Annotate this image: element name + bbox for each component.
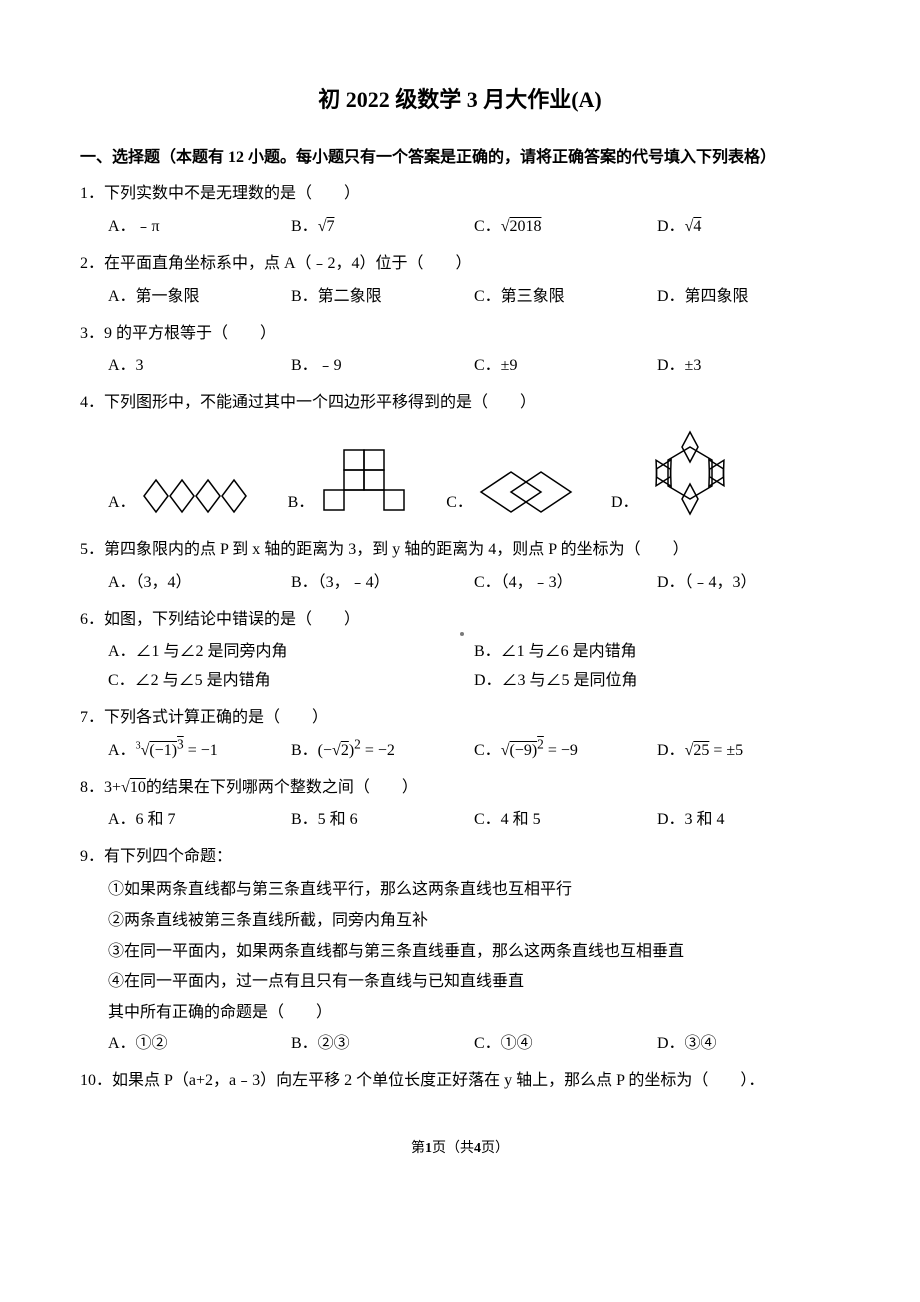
q3-opt-c: C．±9 xyxy=(474,352,657,381)
q6-options: A．∠1 与∠2 是同旁内角 B．∠1 与∠6 是内错角 C．∠2 与∠5 是内… xyxy=(80,638,840,696)
q5-opt-a: A．（3，4） xyxy=(108,569,291,598)
q4-stem: 4．下列图形中，不能通过其中一个四边形平移得到的是（ ） xyxy=(80,389,840,418)
q3-options: A．3 B．﹣9 C．±9 D．±3 xyxy=(80,352,840,381)
q5-opt-b: B．（3，﹣4） xyxy=(291,569,474,598)
q1-opt-c: C．√2018 xyxy=(474,213,657,242)
page-title: 初 2022 级数学 3 月大作业(A) xyxy=(80,80,840,120)
q9-stem: 9．有下列四个命题： xyxy=(80,843,840,872)
q8-opt-a: A．6 和 7 xyxy=(108,806,291,835)
q8-options: A．6 和 7 B．5 和 6 C．4 和 5 D．3 和 4 xyxy=(80,806,840,835)
q5-opt-d: D．（﹣4，3） xyxy=(657,569,840,598)
q9-opt-d: D．③④ xyxy=(657,1030,840,1059)
q5-stem: 5．第四象限内的点 P 到 x 轴的距离为 3，到 y 轴的距离为 4，则点 P… xyxy=(80,536,840,565)
q7-stem: 7．下列各式计算正确的是（ ） xyxy=(80,704,840,733)
q5-opt-c: C．（4，﹣3） xyxy=(474,569,657,598)
q3-opt-d: D．±3 xyxy=(657,352,840,381)
two-rhombus-icon xyxy=(479,466,575,518)
q8-stem: 8．3+√10的结果在下列哪两个整数之间（ ） xyxy=(80,774,840,803)
dot-marker-icon xyxy=(460,632,464,636)
q3-stem: 3．9 的平方根等于（ ） xyxy=(80,320,840,349)
q2-options: A．第一象限 B．第二象限 C．第三象限 D．第四象限 xyxy=(80,283,840,312)
q6-opt-a: A．∠1 与∠2 是同旁内角 xyxy=(108,638,474,667)
q9-line-3: ③在同一平面内，如果两条直线都与第三条直线垂直，那么这两条直线也互相垂直 xyxy=(80,938,840,967)
rhombus-row-icon xyxy=(142,474,252,518)
q9-line-1: ①如果两条直线都与第三条直线平行，那么这两条直线也互相平行 xyxy=(80,876,840,905)
q7-opt-d: D．√25 = ±5 xyxy=(657,737,840,766)
q9-line-4: ④在同一平面内，过一点有且只有一条直线与已知直线垂直 xyxy=(80,968,840,997)
q9-opt-c: C．①④ xyxy=(474,1030,657,1059)
q7-opt-b: B．(−√2)2 = −2 xyxy=(291,737,474,766)
q9-options: A．①② B．②③ C．①④ D．③④ xyxy=(80,1030,840,1059)
q6-opt-b: B．∠1 与∠6 是内错角 xyxy=(474,638,840,667)
q1-stem: 1．下列实数中不是无理数的是（ ） xyxy=(80,180,840,209)
q5-options: A．（3，4） B．（3，﹣4） C．（4，﹣3） D．（﹣4，3） xyxy=(80,569,840,598)
q9-line-2: ②两条直线被第三条直线所截，同旁内角互补 xyxy=(80,907,840,936)
q2-opt-b: B．第二象限 xyxy=(291,283,474,312)
q2-opt-c: C．第三象限 xyxy=(474,283,657,312)
q2-opt-a: A．第一象限 xyxy=(108,283,291,312)
q4-opt-b: B． xyxy=(288,446,411,518)
q1-opt-b: B．√7 xyxy=(291,213,474,242)
q8-opt-d: D．3 和 4 xyxy=(657,806,840,835)
q1-options: A．﹣π B．√7 C．√2018 D．√4 xyxy=(80,213,840,242)
q3-opt-b: B．﹣9 xyxy=(291,352,474,381)
q6-opt-c: C．∠2 与∠5 是内错角 xyxy=(108,667,474,696)
squares-grid-icon xyxy=(320,446,410,518)
q6-opt-d: D．∠3 与∠5 是同位角 xyxy=(474,667,840,696)
q1-opt-d: D．√4 xyxy=(657,213,840,242)
q1-opt-a: A．﹣π xyxy=(108,213,291,242)
q2-stem: 2．在平面直角坐标系中，点 A（﹣2，4）位于（ ） xyxy=(80,250,840,279)
q6-stem: 6．如图，下列结论中错误的是（ ） xyxy=(80,606,840,635)
q6-stem-text: 6．如图，下列结论中错误的是（ ） xyxy=(80,611,360,628)
q4-opt-a: A． xyxy=(108,474,252,518)
page-footer: 第1页（共4页） xyxy=(80,1136,840,1161)
q8-opt-b: B．5 和 6 xyxy=(291,806,474,835)
q2-opt-d: D．第四象限 xyxy=(657,283,840,312)
q8-opt-c: C．4 和 5 xyxy=(474,806,657,835)
section-1-heading: 一、选择题（本题有 12 小题。每小题只有一个答案是正确的，请将正确答案的代号填… xyxy=(80,144,840,173)
q7-options: A．3√(−1)3 = −1 B．(−√2)2 = −2 C．√(−9)2 = … xyxy=(80,737,840,766)
q9-opt-a: A．①② xyxy=(108,1030,291,1059)
star-hex-icon xyxy=(645,428,735,518)
q7-opt-a: A．3√(−1)3 = −1 xyxy=(108,737,291,766)
q9-line-5: 其中所有正确的命题是（ ） xyxy=(80,999,840,1028)
q3-opt-a: A．3 xyxy=(108,352,291,381)
q9-opt-b: B．②③ xyxy=(291,1030,474,1059)
q10-stem: 10．如果点 P（a+2，a﹣3）向左平移 2 个单位长度正好落在 y 轴上，那… xyxy=(80,1067,840,1096)
q4-options: A． B． C． xyxy=(80,428,840,518)
q4-opt-d: D． xyxy=(611,428,735,518)
q7-opt-c: C．√(−9)2 = −9 xyxy=(474,737,657,766)
q4-opt-c: C． xyxy=(446,466,575,518)
